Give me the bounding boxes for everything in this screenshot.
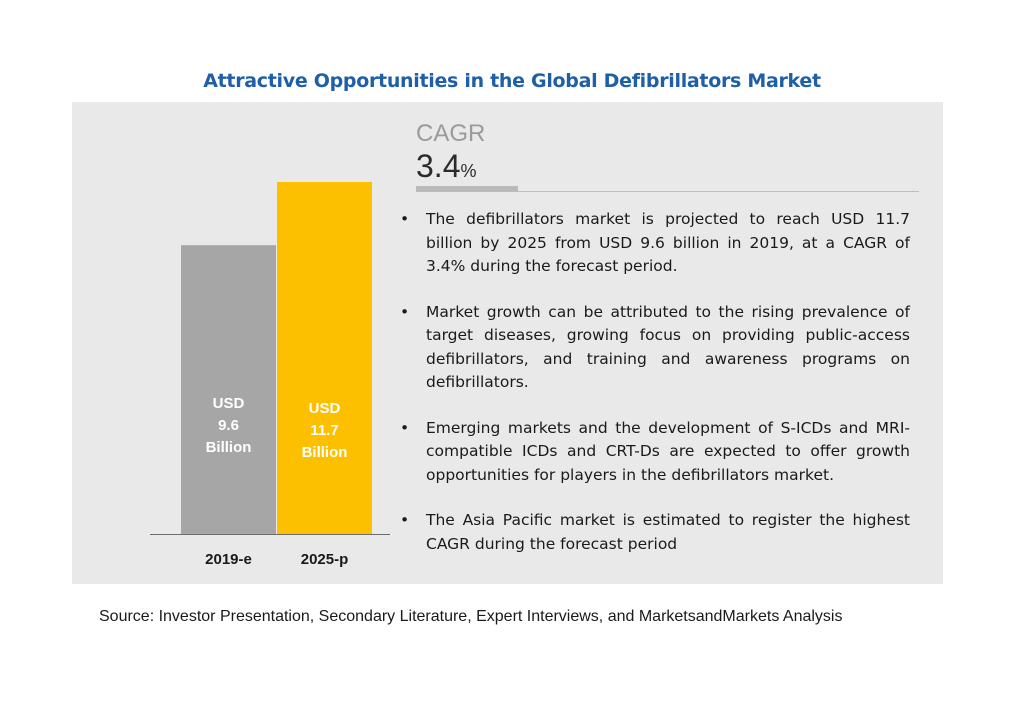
bar-value-label-line: USD — [213, 395, 245, 412]
source-note: Source: Investor Presentation, Secondary… — [99, 608, 843, 625]
key-findings-list: • The defibrillators market is projected … — [400, 208, 910, 578]
category-label: 2025-p — [301, 551, 349, 568]
cagr-number: 3.4 — [416, 148, 461, 184]
bullet-item: • Emerging markets and the development of… — [400, 417, 910, 488]
bullet-icon: • — [400, 302, 410, 321]
bar-value-label-line: Billion — [206, 439, 252, 456]
bar-chart: USD 9.6 Billion 2019-e USD 11.7 Billion 2025-p — [150, 182, 390, 568]
bar-value-label: USD 9.6 Billion — [206, 395, 252, 456]
bullet-item: • The Asia Pacific market is estimated to… — [400, 509, 910, 556]
bullet-text: The Asia Pacific market is estimated to … — [426, 511, 910, 553]
cagr-divider — [416, 191, 919, 192]
bar-value-label: USD 11.7 Billion — [302, 400, 348, 461]
bar-value-label-line: 11.7 — [310, 422, 338, 439]
bullet-item: • The defibrillators market is projected … — [400, 208, 910, 279]
bullet-text: The defibrillators market is projected t… — [426, 210, 910, 275]
cagr-label: CAGR — [416, 120, 486, 147]
cagr-value: 3.4% — [416, 148, 477, 185]
bar-2025-p — [277, 182, 372, 534]
cagr-underline — [416, 186, 518, 191]
cagr-unit: % — [460, 161, 477, 181]
bullet-text: Emerging markets and the development of … — [426, 418, 910, 484]
category-label: 2019-e — [205, 551, 252, 568]
bar-value-label-line: 9.6 — [218, 417, 239, 434]
bar-value-label-line: Billion — [302, 444, 348, 461]
bullet-icon: • — [400, 418, 410, 437]
bullet-icon: • — [400, 210, 410, 228]
bullet-text: Market growth can be attributed to the r… — [426, 302, 910, 392]
chart-title: Attractive Opportunities in the Global D… — [203, 70, 821, 92]
bullet-item: • Market growth can be attributed to the … — [400, 301, 910, 395]
bar-2019-e — [181, 245, 276, 534]
bullet-icon: • — [400, 511, 410, 529]
bar-value-label-line: USD — [309, 400, 341, 417]
